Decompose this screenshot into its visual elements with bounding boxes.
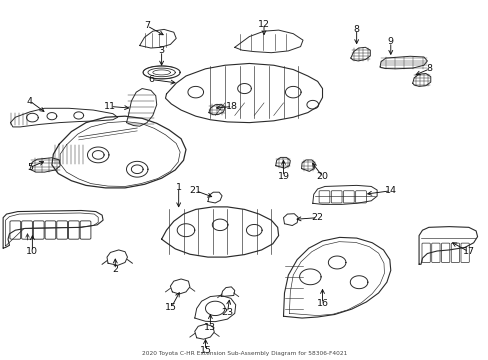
Text: 5: 5 [27, 163, 33, 172]
Text: 1: 1 [175, 183, 182, 192]
Text: 9: 9 [387, 37, 393, 46]
Text: 12: 12 [258, 19, 269, 28]
Text: 2: 2 [112, 265, 118, 274]
Text: 10: 10 [26, 247, 39, 256]
Text: 18: 18 [226, 102, 238, 111]
Text: 13: 13 [204, 323, 216, 332]
Text: 15: 15 [165, 303, 177, 312]
Text: 23: 23 [221, 308, 233, 317]
Text: 11: 11 [104, 102, 116, 111]
Text: 17: 17 [462, 247, 474, 256]
Text: 3: 3 [158, 46, 164, 55]
Text: 21: 21 [189, 186, 202, 195]
Text: 4: 4 [27, 96, 33, 105]
Text: 8: 8 [353, 25, 359, 34]
Text: 8: 8 [426, 64, 432, 73]
Text: 2020 Toyota C-HR Extension Sub-Assembly Diagram for 58306-F4021: 2020 Toyota C-HR Extension Sub-Assembly … [142, 351, 346, 356]
Text: 6: 6 [148, 75, 155, 84]
Text: 14: 14 [384, 186, 396, 195]
Text: 19: 19 [277, 172, 289, 181]
Text: 20: 20 [316, 172, 328, 181]
Text: 15: 15 [199, 346, 211, 355]
Text: 7: 7 [143, 21, 150, 30]
Text: 22: 22 [311, 213, 323, 222]
Text: 16: 16 [316, 299, 328, 308]
